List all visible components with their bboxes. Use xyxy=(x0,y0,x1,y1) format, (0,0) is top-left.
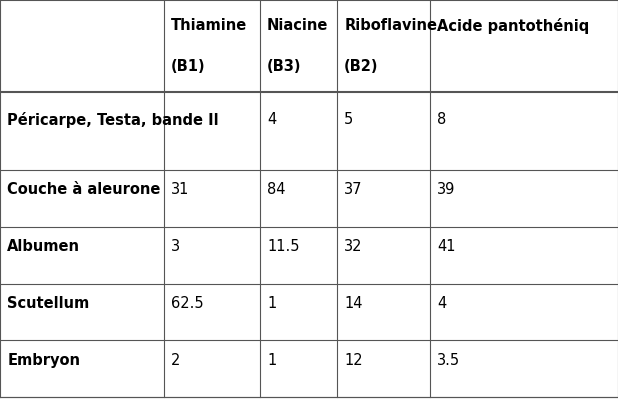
Text: 39: 39 xyxy=(437,182,455,197)
Text: Niacine: Niacine xyxy=(267,18,328,33)
Text: 3: 3 xyxy=(171,239,180,254)
Text: 14: 14 xyxy=(344,296,363,311)
Text: Thiamine: Thiamine xyxy=(171,18,247,33)
Text: 3.5: 3.5 xyxy=(437,352,460,368)
Text: Scutellum: Scutellum xyxy=(7,296,90,311)
Text: 5: 5 xyxy=(344,112,353,127)
Text: 11.5: 11.5 xyxy=(267,239,300,254)
Text: Acide pantothéniq: Acide pantothéniq xyxy=(437,18,589,34)
Text: (B1): (B1) xyxy=(171,59,206,74)
Text: 32: 32 xyxy=(344,239,363,254)
Text: 2: 2 xyxy=(171,352,180,368)
Text: Embryon: Embryon xyxy=(7,352,80,368)
Text: 41: 41 xyxy=(437,239,455,254)
Text: 1: 1 xyxy=(267,352,276,368)
Text: (B2): (B2) xyxy=(344,59,379,74)
Text: 84: 84 xyxy=(267,182,286,197)
Text: (B3): (B3) xyxy=(267,59,302,74)
Text: 8: 8 xyxy=(437,112,446,127)
Text: 1: 1 xyxy=(267,296,276,311)
Text: Péricarpe, Testa, bande Il: Péricarpe, Testa, bande Il xyxy=(7,112,219,128)
Text: 4: 4 xyxy=(437,296,446,311)
Text: 31: 31 xyxy=(171,182,190,197)
Text: 4: 4 xyxy=(267,112,276,127)
Text: 12: 12 xyxy=(344,352,363,368)
Text: 62.5: 62.5 xyxy=(171,296,204,311)
Text: Couche à aleurone: Couche à aleurone xyxy=(7,182,161,197)
Text: 37: 37 xyxy=(344,182,363,197)
Text: Riboflavine: Riboflavine xyxy=(344,18,437,33)
Text: Albumen: Albumen xyxy=(7,239,80,254)
